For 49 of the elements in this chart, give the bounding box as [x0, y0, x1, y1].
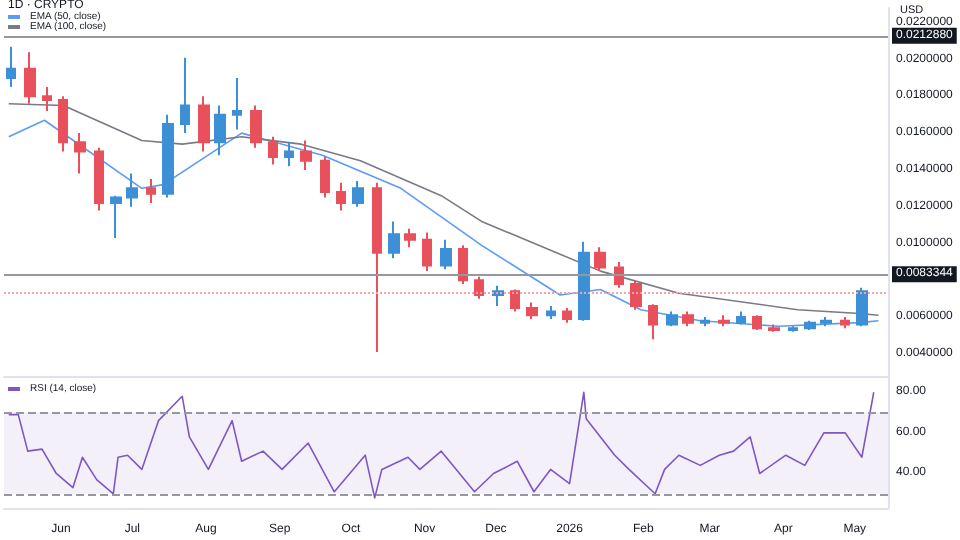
candlestick: [856, 286, 868, 328]
candlestick: [232, 76, 242, 131]
candlestick: [736, 310, 746, 326]
candlestick: [700, 316, 710, 328]
candlestick: [422, 231, 432, 273]
candlestick: [94, 146, 104, 212]
candlestick: [648, 303, 658, 341]
candlestick: [24, 51, 36, 105]
candlestick: [562, 306, 572, 324]
candlestick: [162, 113, 174, 199]
candlestick: [752, 314, 762, 331]
candlestick: [74, 132, 86, 175]
candlestick: [372, 181, 382, 354]
candlestick: [404, 227, 416, 249]
candlestick: [250, 104, 262, 149]
candlestick: [268, 135, 278, 166]
candlestick: [42, 86, 52, 113]
candlestick: [682, 310, 694, 328]
candlestick: [718, 314, 730, 328]
candlestick: [180, 56, 190, 135]
candlestick: [198, 95, 210, 153]
candlestick: [804, 319, 816, 331]
candlestick: [352, 179, 364, 208]
candlestick: [666, 310, 678, 328]
candlestick: [58, 95, 68, 153]
candlestick: [768, 323, 780, 333]
candlestick: [214, 104, 226, 157]
candlestick: [146, 178, 156, 205]
candlestick: [300, 139, 312, 171]
candlestick: [110, 194, 122, 239]
candlestick: [820, 316, 832, 328]
candlestick: [474, 275, 484, 300]
candlestick: [458, 244, 468, 285]
candlestick: [788, 325, 798, 333]
candlestick: [546, 305, 556, 320]
candlestick: [336, 181, 346, 212]
candlestick: [510, 288, 520, 313]
candlestick: [630, 279, 642, 311]
candlestick: [840, 316, 850, 330]
candlestick: [578, 240, 590, 322]
candlestick: [440, 238, 452, 271]
candlestick: [6, 45, 16, 89]
line-series: [7, 391, 875, 499]
candlestick: [594, 246, 606, 273]
candlestick: [388, 220, 400, 260]
candlestick: [526, 301, 538, 320]
candlestick: [284, 141, 294, 168]
candlestick: [320, 156, 330, 199]
candlestick: [126, 172, 138, 208]
